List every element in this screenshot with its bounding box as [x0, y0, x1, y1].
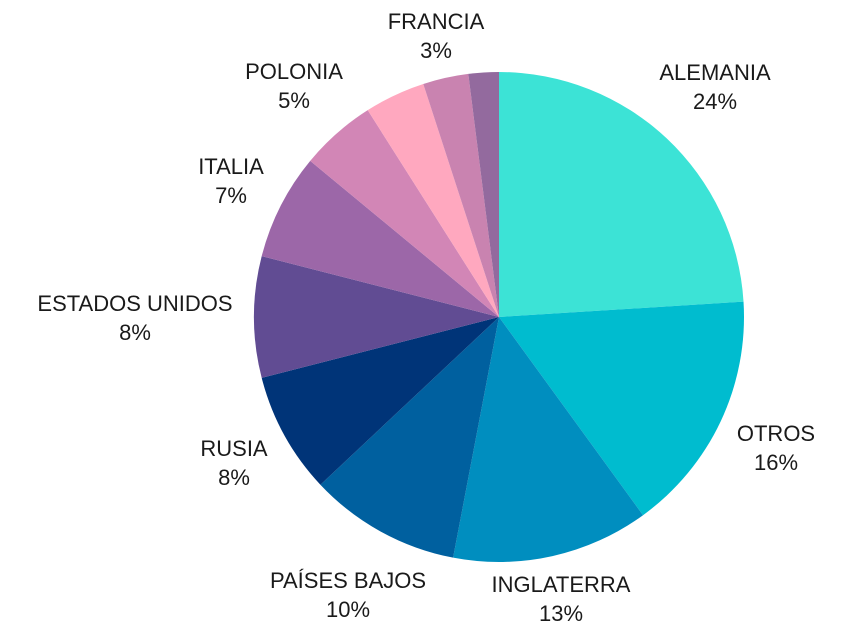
pie-slice-unlabeled-10	[468, 71, 499, 317]
slice-label: INGLATERRA	[492, 572, 631, 597]
slice-percent-label: 16%	[754, 450, 798, 475]
slice-label: OTROS	[737, 421, 815, 446]
slice-label: ESTADOS UNIDOS	[37, 291, 232, 316]
pie-slice-estados-unidos	[254, 256, 499, 378]
pie-slice-italia	[261, 160, 499, 317]
slice-percent-label: 13%	[539, 601, 583, 626]
slice-percent-label: 24%	[693, 89, 737, 114]
slice-percent-label: 8%	[119, 320, 151, 345]
slice-percent-label: 10%	[326, 597, 370, 622]
pie-slice-pa-ses-bajos	[320, 317, 499, 558]
slice-label: PAÍSES BAJOS	[270, 568, 426, 593]
slice-label: ALEMANIA	[659, 60, 771, 85]
labels-layer: ALEMANIA 24% OTROS 16% INGLATERRA 13% PAÍSES B…	[37, 9, 815, 626]
slice-label: RUSIA	[200, 436, 268, 461]
slices-layer	[254, 71, 745, 563]
slice-label: ITALIA	[198, 154, 264, 179]
slice-label: FRANCIA	[388, 9, 485, 34]
pie-slice-polonia	[310, 110, 499, 317]
pie-slice-otros	[499, 301, 745, 516]
pie-slice-francia	[423, 73, 499, 318]
pie-slice-alemania	[499, 72, 744, 317]
pie-slice-unlabeled-8	[367, 83, 499, 318]
slice-percent-label: 8%	[218, 465, 250, 490]
slice-label: POLONIA	[245, 59, 343, 84]
slice-percent-label: 5%	[278, 88, 310, 113]
slice-percent-label: 3%	[420, 38, 452, 63]
slice-percent-label: 7%	[215, 183, 247, 208]
pie-slice-rusia	[261, 317, 499, 485]
pie-slice-inglaterra	[453, 317, 644, 563]
